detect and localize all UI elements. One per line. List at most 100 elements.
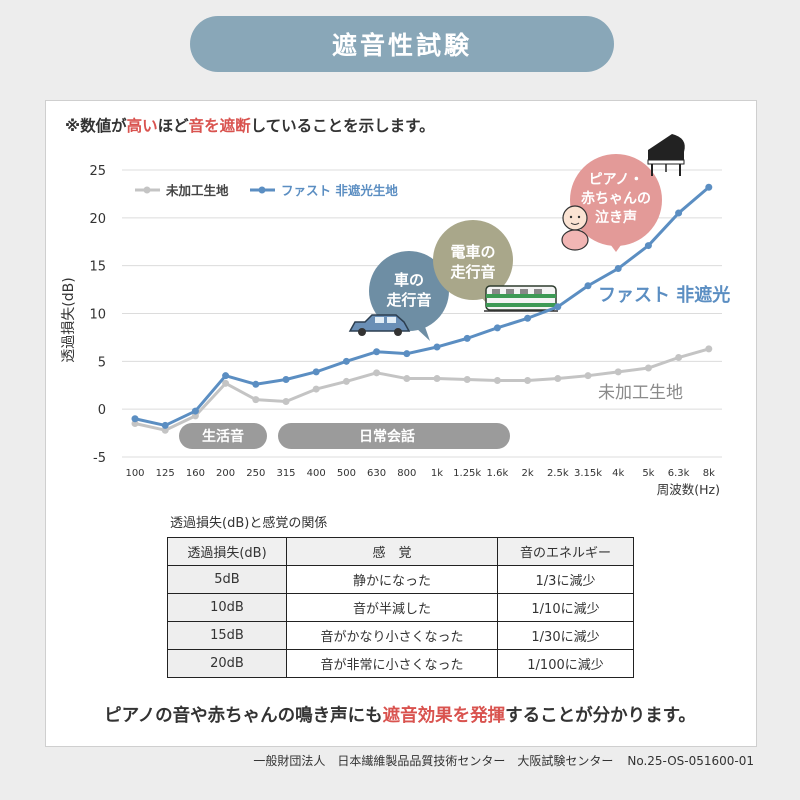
data-point-1 xyxy=(705,183,713,191)
svg-text:泣き声: 泣き声 xyxy=(595,209,637,226)
x-tick-label: 6.3k xyxy=(668,468,690,479)
chart-note: ※数値が高いほど音を遮断していることを示します。 xyxy=(65,117,435,135)
table-header: 音のエネルギー xyxy=(497,537,634,566)
y-tick-label: 15 xyxy=(89,260,106,275)
data-point-0 xyxy=(282,398,290,406)
data-point-0 xyxy=(463,376,471,384)
x-tick-label: 3.15k xyxy=(574,468,602,479)
x-axis-label: 周波数(Hz) xyxy=(657,482,720,497)
baby-icon xyxy=(561,205,589,251)
x-tick-label: 500 xyxy=(337,468,356,479)
table-cell: 1/3に減少 xyxy=(497,565,634,594)
footer-org: 一般財団法人 日本繊維製品品質技術センター 大阪試験センター xyxy=(253,754,614,768)
data-point-0 xyxy=(584,372,592,380)
x-tick-label: 100 xyxy=(125,468,144,479)
y-tick-labels: 25 20 15 10 5 0 -5 xyxy=(89,164,106,466)
data-point-1 xyxy=(433,343,441,351)
table-header: 感 覚 xyxy=(286,537,498,566)
series-end-label-1: ファスト 非遮光 xyxy=(598,284,730,306)
table-cell: 音が非常に小さくなった xyxy=(286,649,498,678)
data-point-0 xyxy=(222,379,230,387)
y-tick-label: 10 xyxy=(89,308,106,323)
data-point-1 xyxy=(644,242,652,250)
band-daily-conversation xyxy=(278,423,510,449)
page-title: 遮音性試験 xyxy=(190,16,614,72)
data-point-0 xyxy=(644,364,652,372)
svg-text:走行音: 走行音 xyxy=(450,263,495,281)
y-tick-label: 5 xyxy=(98,355,106,370)
x-tick-label: 2k xyxy=(522,468,534,479)
conclusion-message: ピアノの音や赤ちゃんの鳴き声にも遮音効果を発揮することが分かります。 xyxy=(104,706,696,726)
data-point-1 xyxy=(524,314,532,322)
table-cell: 音が半減した xyxy=(286,593,498,622)
svg-text:ピアノ・: ピアノ・ xyxy=(589,172,644,188)
x-tick-label: 160 xyxy=(186,468,205,479)
table-row: 10dB 音が半減した 1/10に減少 xyxy=(167,593,634,622)
svg-text:走行音: 走行音 xyxy=(386,291,431,309)
band-daily-life-sound xyxy=(179,423,267,449)
data-point-1 xyxy=(131,415,139,423)
series-line-0 xyxy=(134,347,710,432)
bubble-piano-baby: ピアノ・ 赤ちゃんの 泣き声 xyxy=(570,154,662,252)
x-tick-label: 1.6k xyxy=(487,468,509,479)
data-point-1 xyxy=(554,303,562,311)
train-icon xyxy=(484,285,558,312)
band-daily-life-sound-label: 生活音 xyxy=(202,428,244,445)
piano-icon xyxy=(647,134,685,176)
table-row: 5dB 静かになった 1/3に減少 xyxy=(167,565,634,594)
x-tick-label: 250 xyxy=(246,468,265,479)
x-tick-label: 1k xyxy=(431,468,443,479)
data-point-0 xyxy=(373,369,381,377)
data-point-1 xyxy=(191,407,199,415)
table-cell: 5dB xyxy=(167,565,287,594)
data-point-1 xyxy=(403,350,411,358)
y-axis-label: 透過損失(dB) xyxy=(61,277,77,362)
svg-text:赤ちゃんの: 赤ちゃんの xyxy=(581,191,651,207)
data-point-0 xyxy=(524,376,532,384)
table-caption: 透過損失(dB)と感覚の関係 xyxy=(170,516,328,531)
data-point-0 xyxy=(554,375,562,383)
legend-series-1: ファスト 非遮光生地 xyxy=(281,183,398,198)
x-tick-label: 400 xyxy=(307,468,326,479)
data-point-0 xyxy=(131,420,139,428)
x-tick-label: 2.5k xyxy=(547,468,569,479)
data-point-0 xyxy=(161,426,169,434)
footer-number: No.25-OS-051600-01 xyxy=(627,754,754,768)
car-icon xyxy=(348,314,411,336)
data-point-0 xyxy=(614,368,622,376)
data-point-1 xyxy=(373,348,381,356)
data-point-0 xyxy=(342,377,350,385)
data-point-0 xyxy=(675,354,683,362)
table-cell: 音がかなり小さくなった xyxy=(286,621,498,650)
data-point-1 xyxy=(282,376,290,384)
table-row: 20dB 音が非常に小さくなった 1/100に減少 xyxy=(167,649,634,678)
relation-table: 透過損失(dB) 感 覚 音のエネルギー 5dB 静かになった 1/3に減少 1… xyxy=(167,537,634,678)
data-point-1 xyxy=(252,380,260,388)
table-row: 15dB 音がかなり小さくなった 1/30に減少 xyxy=(167,621,634,650)
data-point-1 xyxy=(584,282,592,290)
data-point-0 xyxy=(705,345,713,353)
x-tick-label: 630 xyxy=(367,468,386,479)
footer-credit: 一般財団法人 日本繊維製品品質技術センター 大阪試験センター No.25-OS-0… xyxy=(239,752,754,769)
x-tick-label: 125 xyxy=(156,468,175,479)
x-tick-label: 315 xyxy=(276,468,295,479)
table-cell: 15dB xyxy=(167,621,287,650)
table-header: 透過損失(dB) xyxy=(167,537,287,566)
table-cell: 1/100に減少 xyxy=(497,649,634,678)
x-tick-labels: 100 125 160 200 250 315 400 500 630 800 1k 1.25k 1.6… xyxy=(125,468,715,479)
data-point-1 xyxy=(493,324,501,332)
x-tick-label: 200 xyxy=(216,468,235,479)
data-point-0 xyxy=(191,412,199,420)
data-point-1 xyxy=(614,265,622,273)
data-point-1 xyxy=(675,209,683,217)
data-point-1 xyxy=(342,357,350,365)
x-tick-label: 1.25k xyxy=(453,468,481,479)
x-tick-label: 8k xyxy=(703,468,715,479)
x-tick-label: 800 xyxy=(397,468,416,479)
sound-insulation-chart: 25 20 15 10 5 0 -5 100 125 160 200 250 315 400 500 630… xyxy=(61,134,730,497)
data-point-0 xyxy=(403,375,411,383)
svg-text:車の: 車の xyxy=(394,271,424,289)
series-end-label-0: 未加工生地 xyxy=(598,383,683,403)
data-point-1 xyxy=(161,421,169,429)
data-point-1 xyxy=(312,368,320,376)
